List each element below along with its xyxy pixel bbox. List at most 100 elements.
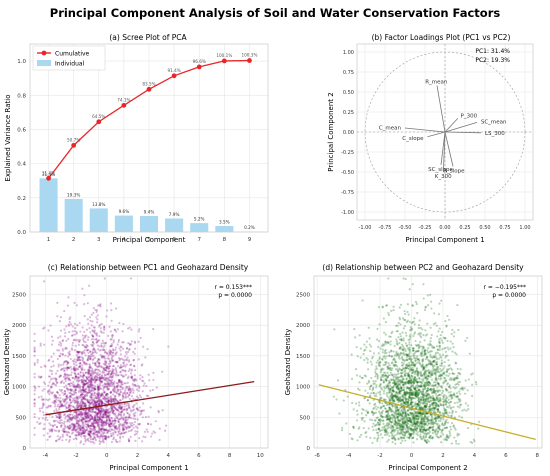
c-point xyxy=(133,365,136,368)
d-point xyxy=(381,357,384,361)
c-point xyxy=(70,388,73,391)
c-point xyxy=(120,385,123,389)
c-point xyxy=(81,426,85,430)
c-point xyxy=(97,409,100,412)
d-point xyxy=(404,411,408,415)
c-point xyxy=(132,384,135,387)
c-point xyxy=(88,383,92,386)
c-point xyxy=(93,425,96,428)
c-point xyxy=(77,365,80,369)
c-point xyxy=(76,422,79,425)
legend-individual-label: Individual xyxy=(55,61,85,68)
d-point xyxy=(370,363,373,366)
c-point xyxy=(96,339,99,342)
c-point xyxy=(50,370,54,373)
c-point xyxy=(105,429,108,432)
c-point xyxy=(77,350,81,353)
c-point xyxy=(91,329,94,332)
d-point xyxy=(406,303,409,306)
c-point xyxy=(128,387,131,390)
scree-x-tick: 1 xyxy=(47,237,51,243)
d-point xyxy=(455,386,458,389)
c-point xyxy=(90,415,93,418)
c-point xyxy=(93,400,96,403)
c-point xyxy=(108,423,111,427)
c-point xyxy=(122,396,125,399)
c-point xyxy=(92,422,95,425)
c-point xyxy=(100,423,103,426)
d-point xyxy=(464,379,467,382)
c-point xyxy=(97,429,100,432)
c-point xyxy=(36,421,39,424)
d-point xyxy=(356,413,359,416)
c-point xyxy=(74,388,77,391)
c-point xyxy=(96,435,100,439)
c-point xyxy=(75,415,79,419)
c-point xyxy=(70,432,74,435)
d-point xyxy=(402,378,405,381)
c-point xyxy=(114,419,117,422)
c-point xyxy=(81,400,85,404)
c-point xyxy=(114,438,117,441)
c-point xyxy=(95,408,98,411)
c-point xyxy=(85,382,88,385)
c-point xyxy=(124,395,128,398)
c-point xyxy=(85,381,88,385)
c-point xyxy=(116,416,119,420)
c-point xyxy=(76,427,79,431)
c-point xyxy=(95,421,99,424)
d-point xyxy=(395,387,398,390)
d-point xyxy=(396,431,399,434)
c-point xyxy=(109,344,113,348)
c-point xyxy=(143,430,147,433)
c-point xyxy=(122,375,126,378)
c-point xyxy=(113,425,116,428)
d-point xyxy=(376,359,380,362)
c-point xyxy=(123,421,126,424)
c-point xyxy=(118,404,121,407)
c-point xyxy=(80,404,83,407)
c-point xyxy=(99,394,102,397)
c-point xyxy=(100,392,104,395)
c-point xyxy=(132,423,135,426)
c-point xyxy=(104,368,108,371)
d-point xyxy=(399,323,402,326)
c-point xyxy=(69,407,72,410)
c-point xyxy=(78,384,81,387)
c-point xyxy=(88,366,91,369)
scree-bar-label: 13.8% xyxy=(92,202,105,207)
d-point xyxy=(365,435,368,438)
c-point xyxy=(53,399,56,402)
c-point xyxy=(92,421,95,425)
c-point xyxy=(109,425,112,428)
c-point xyxy=(93,330,96,333)
c-point xyxy=(96,418,99,421)
c-point xyxy=(78,423,81,426)
c-point xyxy=(68,398,72,402)
c-point xyxy=(93,332,96,335)
c-point xyxy=(95,412,98,415)
c-point xyxy=(102,348,105,351)
d-point xyxy=(423,339,426,342)
c-point xyxy=(121,368,124,372)
d-point xyxy=(460,416,464,419)
c-point xyxy=(82,418,85,421)
c-point xyxy=(61,367,64,371)
c-point xyxy=(117,412,120,415)
c-point xyxy=(61,349,64,352)
c-point xyxy=(110,372,113,375)
c-point xyxy=(65,339,68,342)
c-point xyxy=(68,427,71,430)
c-point xyxy=(88,372,91,375)
c-point xyxy=(122,322,125,326)
c-point xyxy=(101,432,105,435)
d-point xyxy=(457,328,460,332)
c-point xyxy=(89,414,93,417)
c-point xyxy=(129,387,132,390)
c-x-tick: 10 xyxy=(257,453,264,459)
c-point xyxy=(88,418,92,421)
c-point xyxy=(70,371,73,374)
c-point xyxy=(88,433,91,436)
c-point xyxy=(142,345,145,348)
